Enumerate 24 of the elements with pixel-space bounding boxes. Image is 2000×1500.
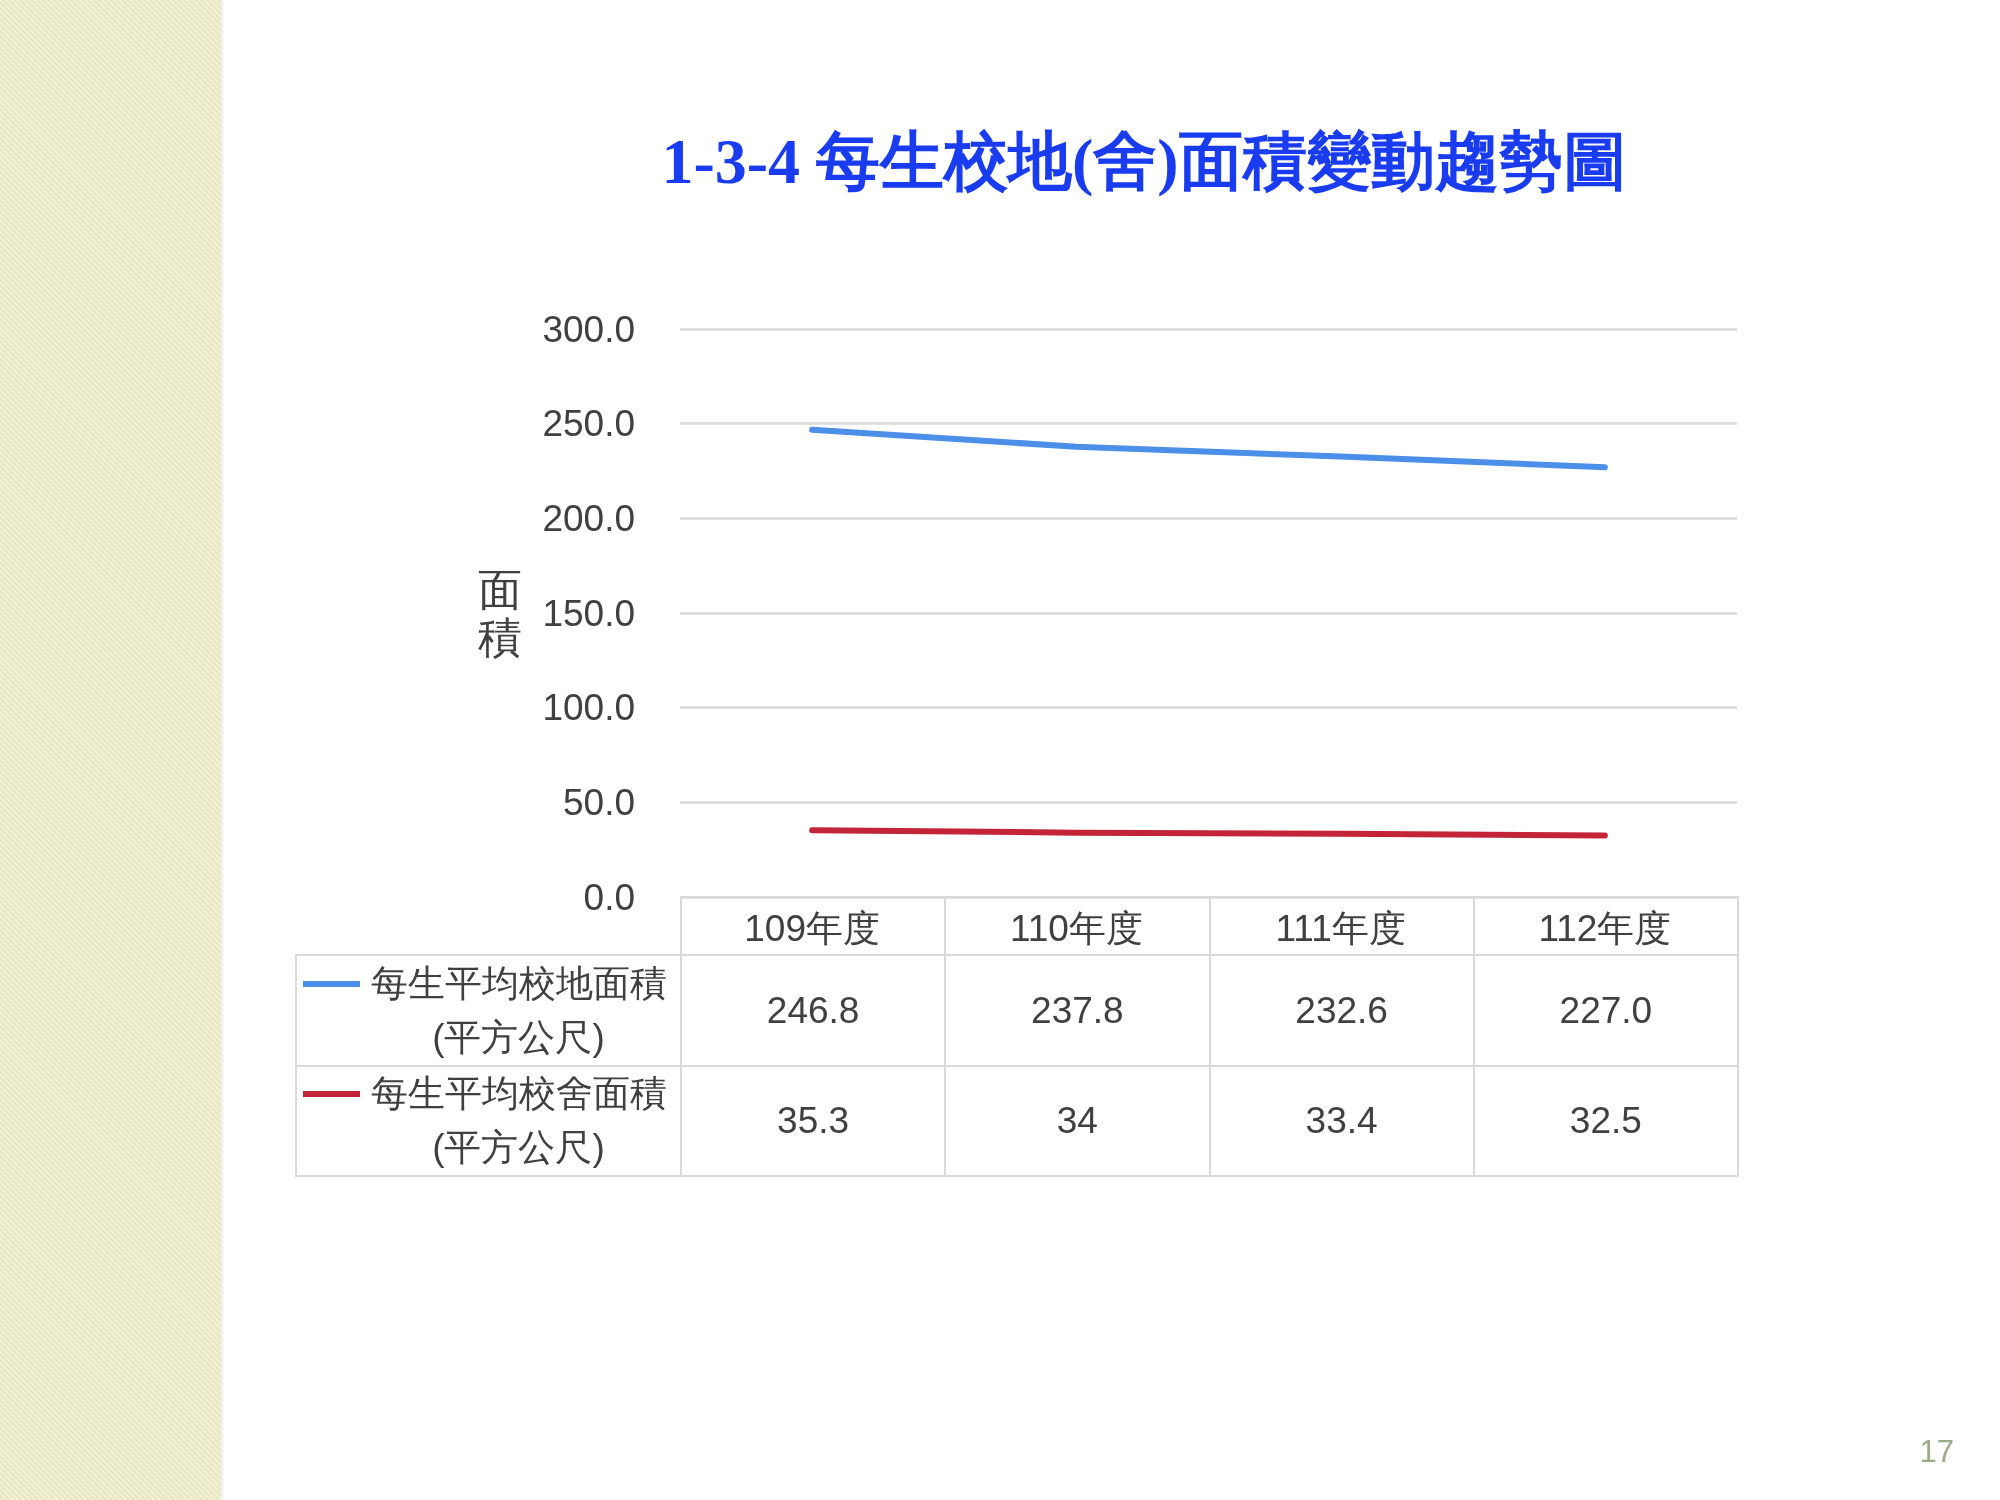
y-tick-label: 200.0 (542, 497, 635, 539)
data-label: 33.4 (1209, 1066, 1474, 1176)
legend-label: 每生平均校地面積(平方公尺) (370, 962, 667, 1058)
chart-title: 1-3-4 每生校地(舍)面積變動趨勢圖 (661, 125, 1627, 197)
data-label: 35.3 (681, 1066, 946, 1176)
x-tick-label: 112年度 (1538, 908, 1672, 949)
data-label: 34 (945, 1066, 1210, 1176)
x-tick-label: 111年度 (1275, 908, 1406, 949)
data-label: 232.6 (1209, 955, 1474, 1066)
data-label: 227.0 (1473, 955, 1738, 1066)
x-tick-label: 110年度 (1009, 908, 1143, 949)
data-label: 246.8 (681, 955, 946, 1066)
data-label: 32.5 (1473, 1066, 1738, 1176)
legend-label: 每生平均校舍面積(平方公尺) (370, 1073, 667, 1168)
y-tick-label: 100.0 (542, 687, 635, 729)
y-tick-label: 50.0 (562, 781, 635, 823)
data-label: 237.8 (945, 955, 1210, 1066)
x-tick-label: 109年度 (744, 908, 880, 949)
y-tick-label: 0.0 (583, 876, 635, 918)
y-axis-title: 面積 (477, 565, 524, 662)
y-tick-label: 300.0 (542, 308, 635, 350)
text: 17 (1919, 1434, 1954, 1470)
y-tick-label: 250.0 (542, 403, 635, 445)
y-tick-label: 150.0 (542, 592, 635, 634)
